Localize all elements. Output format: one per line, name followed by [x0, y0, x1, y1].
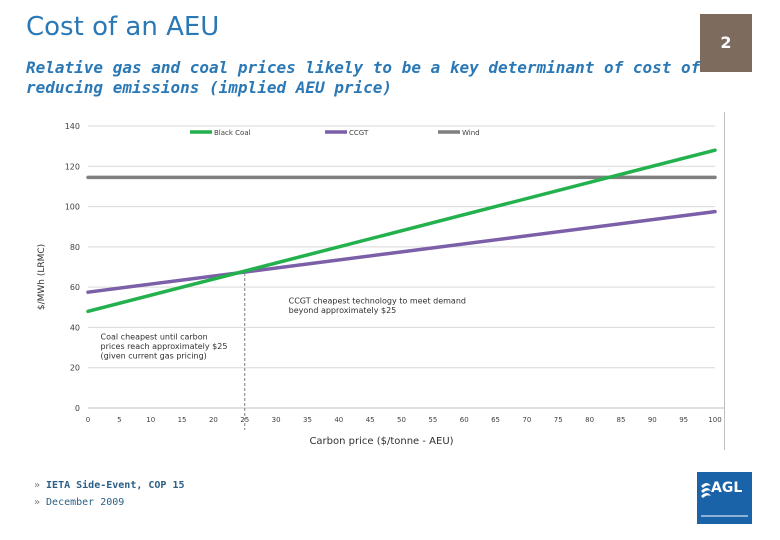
legend-layer: Black Coal CCGT Wind	[190, 129, 480, 137]
logo-text: AGL	[711, 480, 743, 496]
footer-bullet: »	[34, 497, 41, 508]
y-tick-label: 60	[70, 283, 80, 292]
footer-item-2: » December 2009	[34, 497, 124, 508]
y-tick-label: 80	[70, 243, 80, 252]
slide-subtitle: Relative gas and coal prices likely to b…	[26, 58, 701, 97]
x-tick-label: 30	[272, 416, 281, 424]
footer-bullet: »	[34, 480, 41, 491]
y-tick-label: 120	[65, 162, 80, 171]
x-tick-label: 15	[178, 416, 187, 424]
x-tick-label: 95	[679, 416, 688, 424]
y-tick-label: 140	[65, 122, 80, 131]
annotation-line: prices reach approximately $25	[101, 342, 228, 351]
x-tick-label: 70	[522, 416, 531, 424]
y-tick-label: 100	[65, 203, 80, 212]
legend-label: Wind	[462, 129, 480, 137]
y-axis-label: $/MWh (LRMC)	[37, 244, 47, 310]
x-tick-label: 85	[616, 416, 625, 424]
x-tick-label: 90	[648, 416, 657, 424]
x-tick-label: 5	[117, 416, 121, 424]
cost-chart: 0204060801001201400510152025303540455055…	[37, 122, 725, 447]
x-tick-label: 45	[366, 416, 375, 424]
x-tick-label: 0	[86, 416, 90, 424]
annotation-line: (given current gas pricing)	[101, 352, 207, 361]
x-tick-label: 80	[585, 416, 594, 424]
x-tick-label: 20	[209, 416, 218, 424]
footer-text-2: December 2009	[46, 497, 125, 508]
annotation-line: Coal cheapest until carbon	[101, 333, 208, 342]
x-tick-label: 50	[397, 416, 406, 424]
x-tick-label: 10	[146, 416, 155, 424]
x-tick-label: 60	[460, 416, 469, 424]
series-layer	[86, 148, 717, 430]
divider-line	[724, 112, 725, 450]
page-number-badge: 2	[700, 14, 752, 72]
series-line-black-coal	[86, 148, 717, 314]
footer-item-1: » IETA Side-Event, COP 15	[34, 480, 185, 491]
x-tick-label: 35	[303, 416, 312, 424]
legend-label: Black Coal	[214, 129, 251, 137]
grid-layer	[88, 125, 715, 409]
x-tick-label: 55	[428, 416, 437, 424]
agl-logo: AGL	[697, 472, 752, 524]
series-line-ccgt	[86, 209, 717, 294]
logo-mark-icon	[701, 483, 748, 517]
annotation-line: beyond approximately $25	[289, 306, 397, 315]
y-tick-label: 20	[70, 364, 80, 373]
footer-text-1: IETA Side-Event, COP 15	[46, 480, 185, 491]
legend-label: CCGT	[349, 129, 369, 137]
y-tick-label: 0	[75, 404, 80, 413]
x-tick-label: 75	[554, 416, 563, 424]
x-tick-label: 40	[334, 416, 343, 424]
annotation-line: CCGT cheapest technology to meet demand	[289, 296, 466, 305]
y-tick-label: 40	[70, 323, 80, 332]
x-tick-label: 65	[491, 416, 500, 424]
x-axis-label: Carbon price ($/tonne - AEU)	[309, 436, 453, 447]
slide-title: Cost of an AEU	[26, 12, 220, 42]
x-tick-label: 100	[708, 416, 721, 424]
